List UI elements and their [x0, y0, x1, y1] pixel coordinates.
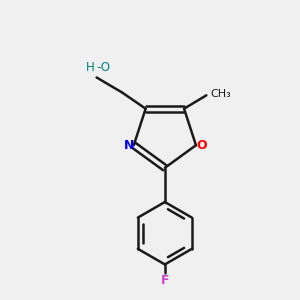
Text: F: F — [160, 274, 169, 287]
Text: -O: -O — [97, 61, 111, 74]
Text: N: N — [124, 139, 134, 152]
Text: O: O — [196, 139, 207, 152]
Text: H: H — [86, 61, 95, 74]
Text: CH₃: CH₃ — [211, 89, 232, 99]
